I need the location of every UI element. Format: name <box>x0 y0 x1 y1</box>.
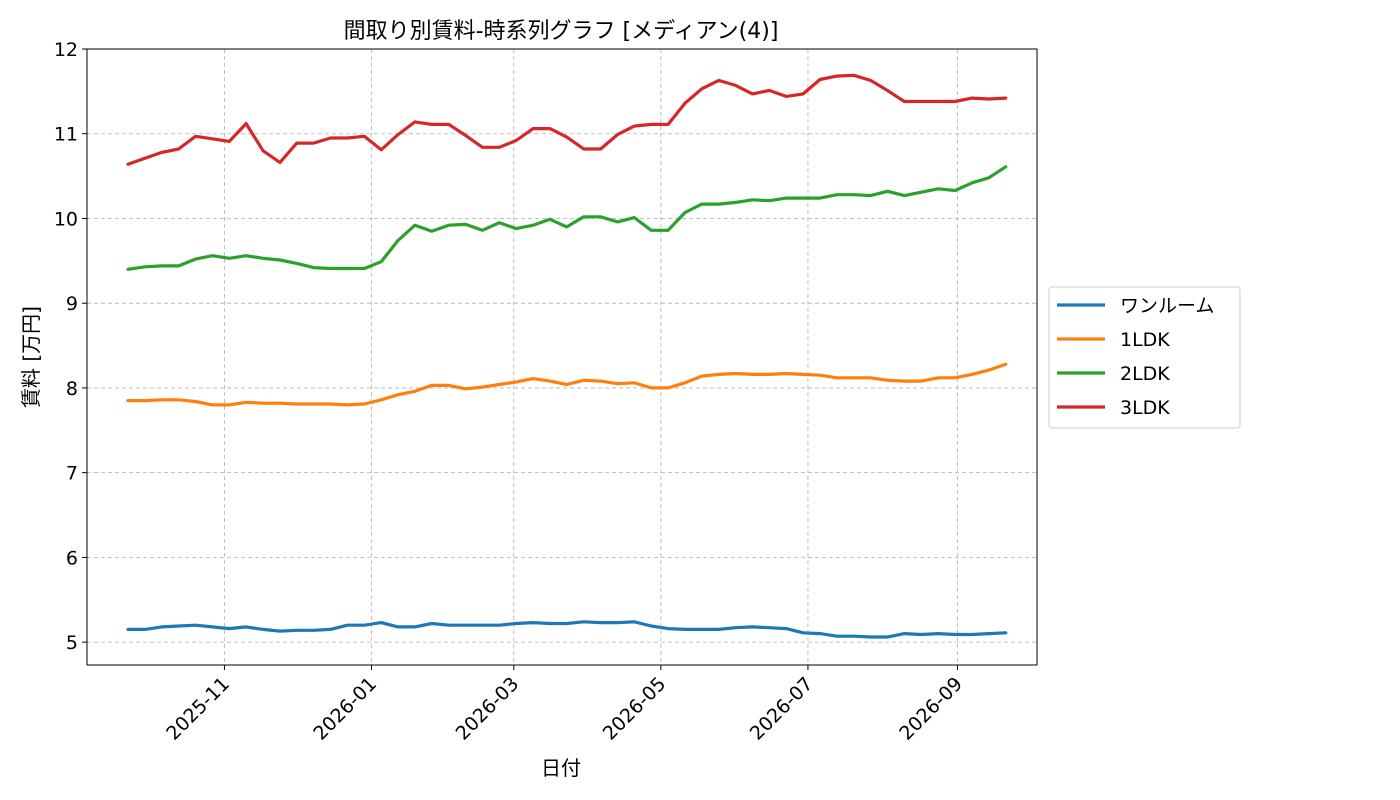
series-line-3LDK <box>126 73 1008 166</box>
series-lines <box>126 73 1008 639</box>
x-tick-label: 2026-03 <box>452 673 524 745</box>
y-tick-label: 7 <box>66 463 78 485</box>
chart-title: 間取り別賃料-時系列グラフ [メディアン(4)] <box>344 19 779 44</box>
x-tick-label: 2026-01 <box>309 673 381 745</box>
x-tick-label: 2026-07 <box>746 673 818 745</box>
y-tick-label: 8 <box>66 378 78 400</box>
y-tick-label: 9 <box>66 293 78 315</box>
series-line-ワンルーム <box>126 620 1008 639</box>
y-axis: 5 6 7 8 9 10 11 12 <box>54 39 87 654</box>
x-axis-label: 日付 <box>541 756 581 780</box>
y-tick-label: 6 <box>66 547 78 569</box>
y-axis-label: 賃料 [万円] <box>19 306 43 408</box>
legend: ワンルーム 1LDK 2LDK 3LDK <box>1048 286 1241 429</box>
series-line-1LDK <box>126 362 1008 407</box>
legend-entry: ワンルーム <box>1120 295 1214 317</box>
legend-box <box>1048 286 1241 429</box>
x-axis: 2025-11 2026-01 2026-03 2026-05 2026-07 2026-… <box>162 665 967 745</box>
plot-frame <box>86 48 1038 666</box>
x-tick-label: 2026-09 <box>895 673 967 745</box>
y-tick-label: 5 <box>66 632 78 654</box>
series-line-2LDK <box>126 165 1008 271</box>
x-tick-label: 2026-05 <box>599 673 671 745</box>
legend-entry: 1LDK <box>1120 329 1170 351</box>
y-tick-label: 12 <box>54 39 78 61</box>
x-tick-label: 2025-11 <box>162 673 234 745</box>
y-tick-label: 10 <box>54 208 78 230</box>
y-tick-label: 11 <box>54 124 78 146</box>
legend-entry: 3LDK <box>1120 397 1170 419</box>
legend-entry: 2LDK <box>1120 363 1170 385</box>
